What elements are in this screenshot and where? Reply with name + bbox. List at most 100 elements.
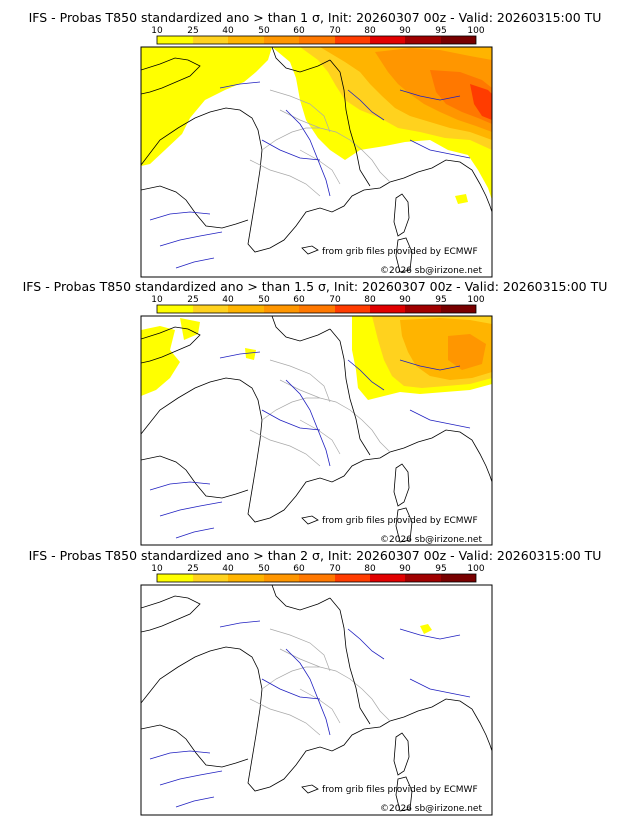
coastline bbox=[141, 107, 492, 253]
rivers bbox=[149, 620, 471, 808]
legend-swatch-95 bbox=[441, 305, 476, 313]
legend-swatch-95 bbox=[441, 36, 476, 44]
legend-swatch-40 bbox=[228, 574, 264, 582]
legend-tick: 40 bbox=[222, 564, 234, 574]
panel-3-legend: 10 25 40 50 60 70 80 90 95 100 bbox=[151, 564, 485, 583]
legend-tick: 10 bbox=[151, 26, 163, 36]
legend-tick: 50 bbox=[258, 295, 270, 305]
rivers bbox=[149, 81, 471, 269]
sardinia bbox=[395, 237, 413, 273]
legend-swatch-50 bbox=[264, 574, 299, 582]
legend-tick: 60 bbox=[293, 295, 305, 305]
panel-2-title: IFS - Probas T850 standardized ano > tha… bbox=[23, 279, 608, 294]
panel-3-copyright: ©2026 sb@irizone.net bbox=[380, 804, 482, 814]
panel-1-credit: from grib files provided by ECMWF bbox=[322, 247, 478, 257]
rivers bbox=[149, 351, 471, 539]
legend-swatch-95 bbox=[441, 574, 476, 582]
legend-swatch-90 bbox=[405, 305, 441, 313]
legend-swatch-10 bbox=[157, 305, 193, 313]
legend-swatch-10 bbox=[157, 36, 193, 44]
prob-area-west bbox=[141, 326, 180, 396]
france-east-border bbox=[329, 328, 371, 456]
balearic-islands bbox=[301, 245, 319, 255]
france-east-border bbox=[329, 597, 371, 725]
legend-frame bbox=[156, 573, 477, 583]
prob-area-50 bbox=[448, 334, 486, 370]
legend-swatch-25 bbox=[193, 305, 228, 313]
legend-tick: 50 bbox=[258, 26, 270, 36]
legend-swatch-80 bbox=[370, 305, 405, 313]
prob-area-70 bbox=[470, 84, 492, 120]
legend-tick: 60 bbox=[293, 26, 305, 36]
coastline-iberia bbox=[141, 455, 249, 499]
legend-tick: 50 bbox=[258, 564, 270, 574]
legend-tick: 60 bbox=[293, 564, 305, 574]
panel-2-legend: 10 25 40 50 60 70 80 90 95 100 bbox=[151, 295, 485, 314]
legend-tick: 100 bbox=[467, 564, 484, 574]
admin-borders bbox=[249, 359, 391, 467]
internal-borders bbox=[261, 127, 391, 183]
coastline-iberia bbox=[141, 185, 249, 229]
sardinia bbox=[395, 507, 413, 543]
coastline-channel bbox=[271, 47, 331, 73]
legend-tick: 10 bbox=[151, 295, 163, 305]
legend-swatch-80 bbox=[370, 574, 405, 582]
legend-tick: 25 bbox=[187, 26, 198, 36]
panel-3-credit: from grib files provided by ECMWF bbox=[322, 785, 478, 795]
panel-2-copyright: ©2026 sb@irizone.net bbox=[380, 535, 482, 545]
panel-2-map bbox=[141, 316, 492, 545]
legend-swatch-25 bbox=[193, 36, 228, 44]
corsica bbox=[393, 732, 410, 776]
panel-3-frame bbox=[140, 584, 493, 816]
prob-area-corsica-north bbox=[455, 194, 468, 204]
legend-swatch-10 bbox=[157, 574, 193, 582]
coastline-england bbox=[141, 595, 201, 633]
legend-tick: 95 bbox=[435, 26, 446, 36]
legend-swatch-50 bbox=[264, 36, 299, 44]
prob-area-60 bbox=[430, 70, 492, 124]
legend-swatch-90 bbox=[405, 574, 441, 582]
legend-tick: 40 bbox=[222, 295, 234, 305]
legend-tick: 70 bbox=[329, 564, 341, 574]
legend-tick: 100 bbox=[467, 26, 484, 36]
coastline-england bbox=[141, 326, 201, 364]
coastline-england bbox=[141, 57, 201, 95]
sardinia bbox=[395, 776, 413, 812]
coastline bbox=[141, 646, 492, 792]
prob-area-brittany bbox=[180, 318, 200, 340]
legend-tick: 80 bbox=[364, 564, 376, 574]
legend-swatch-70 bbox=[335, 574, 370, 582]
corsica bbox=[393, 463, 410, 507]
coastline bbox=[141, 377, 492, 523]
panel-3-map bbox=[141, 585, 492, 815]
legend-frame bbox=[156, 304, 477, 314]
legend-swatch-50 bbox=[264, 305, 299, 313]
panel-2: IFS - Probas T850 standardized ano > tha… bbox=[23, 279, 608, 546]
legend-swatch-70 bbox=[335, 36, 370, 44]
legend-swatch-60 bbox=[299, 305, 335, 313]
legend-swatch-70 bbox=[335, 305, 370, 313]
legend-tick: 10 bbox=[151, 564, 163, 574]
legend-tick: 95 bbox=[435, 295, 446, 305]
admin-borders bbox=[249, 89, 341, 197]
legend-tick: 70 bbox=[329, 26, 341, 36]
balearic-islands bbox=[301, 515, 319, 525]
legend-swatch-40 bbox=[228, 36, 264, 44]
panel-3-title: IFS - Probas T850 standardized ano > tha… bbox=[29, 548, 602, 563]
panel-1: IFS - Probas T850 standardized ano > tha… bbox=[29, 10, 602, 278]
legend-tick: 25 bbox=[187, 295, 198, 305]
legend-swatch-40 bbox=[228, 305, 264, 313]
legend-tick: 90 bbox=[399, 564, 411, 574]
legend-swatch-60 bbox=[299, 36, 335, 44]
legend-tick: 100 bbox=[467, 295, 484, 305]
legend-tick: 25 bbox=[187, 564, 198, 574]
panel-1-title: IFS - Probas T850 standardized ano > tha… bbox=[29, 10, 602, 25]
legend-swatch-25 bbox=[193, 574, 228, 582]
legend-swatch-60 bbox=[299, 574, 335, 582]
coastline-channel bbox=[271, 585, 331, 611]
legend-tick: 90 bbox=[399, 26, 411, 36]
admin-borders bbox=[249, 628, 391, 736]
legend-swatch-90 bbox=[405, 36, 441, 44]
panel-1-copyright: ©2026 sb@irizone.net bbox=[380, 266, 482, 276]
